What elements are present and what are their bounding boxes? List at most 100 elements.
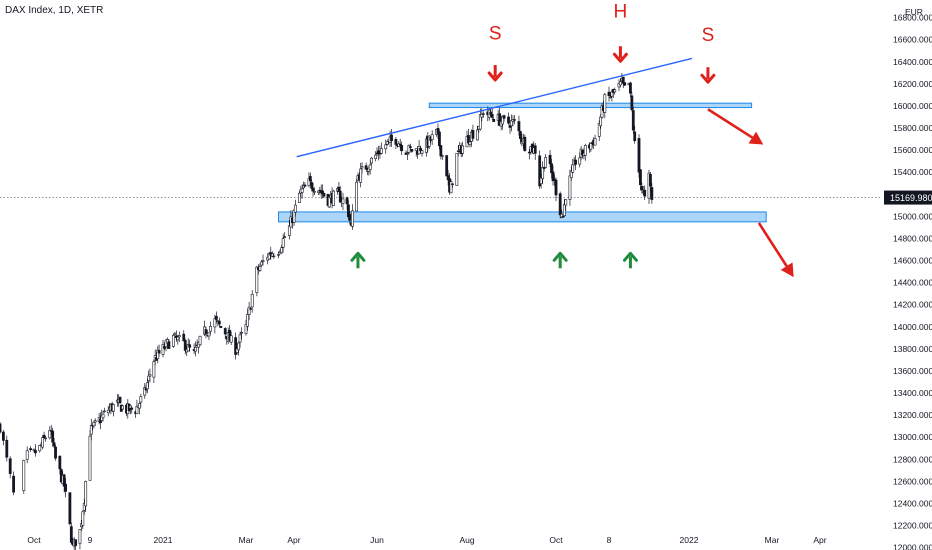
candle-body (277, 254, 280, 256)
candle-body (475, 129, 479, 141)
candle-body (22, 460, 26, 491)
candle-body (58, 455, 62, 470)
candle-body (283, 236, 287, 238)
candle-body (364, 165, 368, 170)
down-arrow-icon (487, 65, 503, 82)
candle-body (93, 420, 97, 423)
candle-body (427, 135, 431, 147)
candle-body (568, 175, 572, 200)
candle-body (541, 167, 545, 180)
candle-body (161, 343, 165, 355)
candle-body (78, 529, 82, 544)
candle-body (327, 196, 331, 208)
candle-body (237, 342, 240, 351)
candle-body (138, 403, 141, 409)
projection-arrow-icon (707, 108, 764, 145)
candle-body (502, 115, 506, 119)
y-tick-label: 16200.000 (893, 79, 932, 89)
candle-body (370, 157, 373, 164)
candle-body (223, 328, 227, 335)
y-tick-label: 14000.000 (893, 322, 932, 332)
candle-body (298, 192, 301, 203)
x-tick-label: 9 (88, 535, 93, 545)
candle-body (406, 152, 409, 154)
candle-body (518, 131, 522, 139)
candle-body (507, 116, 510, 124)
candle-body (41, 437, 45, 448)
candle-body (235, 348, 239, 353)
candle-body (550, 163, 553, 174)
candle-body (379, 148, 383, 154)
candle-body (478, 114, 482, 130)
candle-body (398, 143, 402, 146)
candle-body (207, 332, 211, 337)
candle-body (267, 253, 271, 260)
rising-trendline[interactable] (296, 57, 693, 158)
y-tick-label: 12200.000 (893, 521, 932, 531)
candle-body (461, 145, 465, 154)
y-tick-label: 15600.000 (893, 145, 932, 155)
y-tick-label: 14800.000 (893, 233, 932, 243)
candle-body (188, 344, 192, 348)
candle-body (313, 191, 316, 193)
candle-body (629, 82, 632, 94)
candle-body (52, 442, 56, 447)
candle-body (410, 149, 414, 152)
candle-body (583, 145, 587, 156)
candle-body (400, 145, 404, 152)
pattern-label: H (614, 2, 628, 23)
candle-body (471, 130, 475, 139)
candle-body (539, 177, 543, 185)
candle-body (501, 115, 505, 125)
candle-body (593, 138, 597, 146)
candle-body (118, 396, 122, 404)
x-tick-label: 2021 (154, 535, 173, 545)
candle-body (112, 404, 115, 412)
y-tick-label: 12000.000 (893, 543, 932, 550)
candle-body (311, 187, 315, 192)
candle-body (359, 168, 363, 183)
candle-body (560, 213, 563, 218)
up-arrow-icon (622, 251, 638, 269)
candle-body (214, 315, 218, 320)
candle-body (455, 153, 459, 186)
candle-body (44, 437, 47, 440)
zone-neckline-resistance[interactable] (428, 102, 753, 109)
candle-body (623, 82, 627, 86)
candle-body (630, 95, 634, 111)
zone-support[interactable] (278, 211, 767, 223)
candle-body (183, 339, 187, 351)
candle-body (260, 261, 263, 266)
x-tick-label: Oct (549, 535, 563, 545)
candle-body (322, 192, 326, 197)
candle-body (81, 511, 85, 526)
candle-body (574, 159, 577, 165)
candle-body (498, 113, 502, 126)
candle-body (280, 247, 284, 254)
candle-body (385, 141, 389, 145)
candle-body (303, 184, 307, 187)
candle-body (92, 421, 96, 427)
candle-body (176, 336, 180, 341)
candle-body (643, 189, 647, 197)
x-tick-label: Jun (370, 535, 384, 545)
candle-body (394, 139, 398, 145)
candle-body (139, 396, 143, 403)
candle-body (510, 120, 513, 127)
candle-body (637, 138, 641, 173)
candle-body (480, 114, 484, 118)
candle-body (360, 166, 364, 169)
candle-body (68, 492, 72, 525)
candle-body (217, 320, 221, 325)
candle-body (163, 345, 166, 349)
candle-body (157, 350, 161, 354)
candle-body (84, 481, 88, 507)
candle-body (408, 146, 412, 148)
candle-body (649, 174, 652, 187)
candle-body (599, 116, 603, 127)
candle-body (553, 178, 556, 181)
candle-body (538, 155, 542, 187)
candle-body (229, 335, 233, 343)
x-tick-label: Mar (765, 535, 780, 545)
